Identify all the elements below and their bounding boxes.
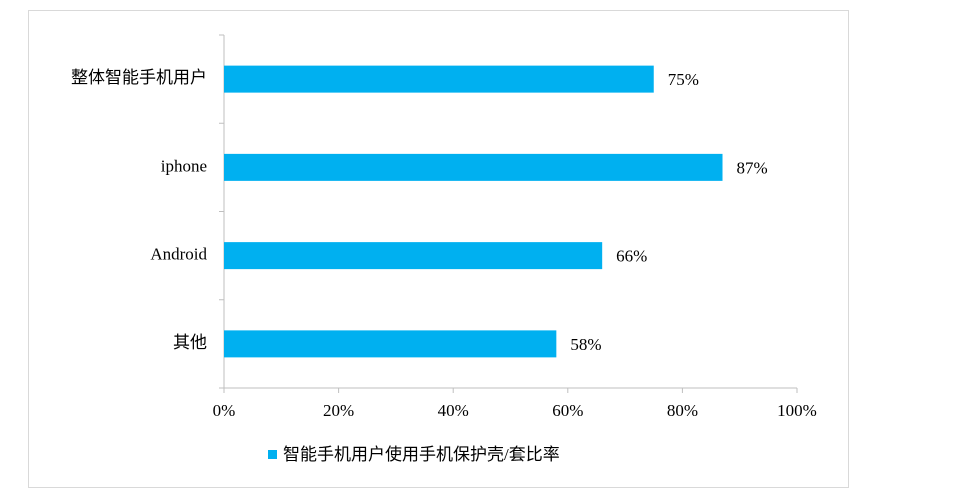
- data-label: 66%: [616, 247, 647, 266]
- y-tick-label: iphone: [161, 156, 207, 175]
- y-tick-label: 整体智能手机用户: [71, 68, 207, 87]
- y-tick-label: Android: [150, 245, 207, 264]
- legend-label: 智能手机用户使用手机保护壳/套比率: [283, 444, 560, 464]
- x-tick-label: 80%: [667, 401, 698, 420]
- x-tick-label: 40%: [438, 401, 469, 420]
- x-tick-label: 20%: [323, 401, 354, 420]
- bar: [224, 242, 603, 270]
- data-label: 75%: [668, 70, 699, 89]
- x-tick-label: 100%: [777, 401, 817, 420]
- y-tick-label: 其他: [173, 333, 207, 352]
- bar: [224, 65, 654, 93]
- data-label: 87%: [737, 158, 768, 177]
- x-tick-label: 0%: [213, 401, 236, 420]
- bar: [224, 153, 723, 181]
- legend-swatch: [268, 450, 277, 459]
- x-tick-label: 60%: [552, 401, 583, 420]
- bar: [224, 330, 557, 358]
- data-label: 58%: [570, 335, 601, 354]
